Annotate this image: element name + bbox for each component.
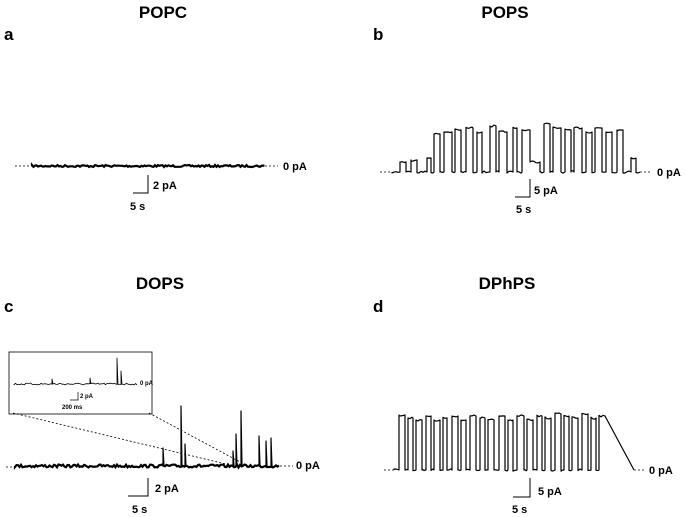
- panel-c-scale-bar: [128, 478, 149, 497]
- panel-b-baseline-label: 0 pA: [657, 167, 681, 179]
- panel-b-time-scale: 5 s: [516, 204, 531, 216]
- panel-a-trace: [30, 161, 265, 169]
- panel-a-letter: a: [4, 25, 14, 44]
- panel-c-inset-trace: [13, 357, 138, 386]
- panel-d-trace: [393, 412, 635, 472]
- panel-c-inset-time-scale: 200 ms: [62, 405, 83, 411]
- panel-a: POPC a 0 pA 2 pA 5 s: [4, 3, 307, 213]
- panel-a-baseline-label: 0 pA: [283, 161, 307, 173]
- panel-d-current-scale: 5 pA: [538, 486, 562, 498]
- panel-a-current-scale: 2 pA: [153, 180, 177, 192]
- panel-c-spikes: [162, 405, 273, 467]
- panel-b-trace: [391, 122, 641, 174]
- panel-c-title: DOPS: [136, 274, 184, 293]
- panel-b-scale-bar: [515, 179, 531, 198]
- panel-c-inset-frame: [8, 351, 153, 415]
- panel-c-baseline-label: 0 pA: [296, 460, 320, 472]
- panel-b: POPS b 0 pA 5 pA 5 s: [373, 3, 681, 216]
- panel-c-inset-scale-bar: [70, 392, 79, 401]
- panel-d-baseline-label: 0 pA: [649, 465, 673, 477]
- panel-a-scale-bar: [133, 175, 149, 194]
- panel-c-current-scale: 2 pA: [155, 483, 179, 495]
- panel-d: DPhPS d 0 pA 5 pA 5 s: [373, 274, 673, 516]
- panel-d-time-scale: 5 s: [512, 504, 527, 516]
- panel-c-inset-current-scale: 2 pA: [80, 394, 94, 400]
- panel-b-title: POPS: [481, 3, 528, 22]
- panel-c-trace: [13, 462, 280, 470]
- panel-d-letter: d: [373, 297, 383, 316]
- panel-c-zoom-line-left: [12, 412, 231, 466]
- panel-c-zoom-line-right: [148, 412, 243, 464]
- panel-b-current-scale: 5 pA: [534, 185, 558, 197]
- panel-c-inset-baseline-label: 0 pA: [140, 381, 154, 387]
- panel-d-title: DPhPS: [479, 274, 536, 293]
- panel-a-title: POPC: [139, 3, 187, 22]
- panel-a-time-scale: 5 s: [130, 201, 145, 213]
- panel-b-letter: b: [373, 25, 383, 44]
- panel-c-letter: c: [4, 297, 13, 316]
- panel-d-scale-bar: [513, 478, 531, 498]
- panel-c: DOPS c 0 pA 2 pA 200 ms 0 pA 2 pA 5 s: [4, 274, 320, 516]
- panel-c-time-scale: 5 s: [132, 504, 147, 516]
